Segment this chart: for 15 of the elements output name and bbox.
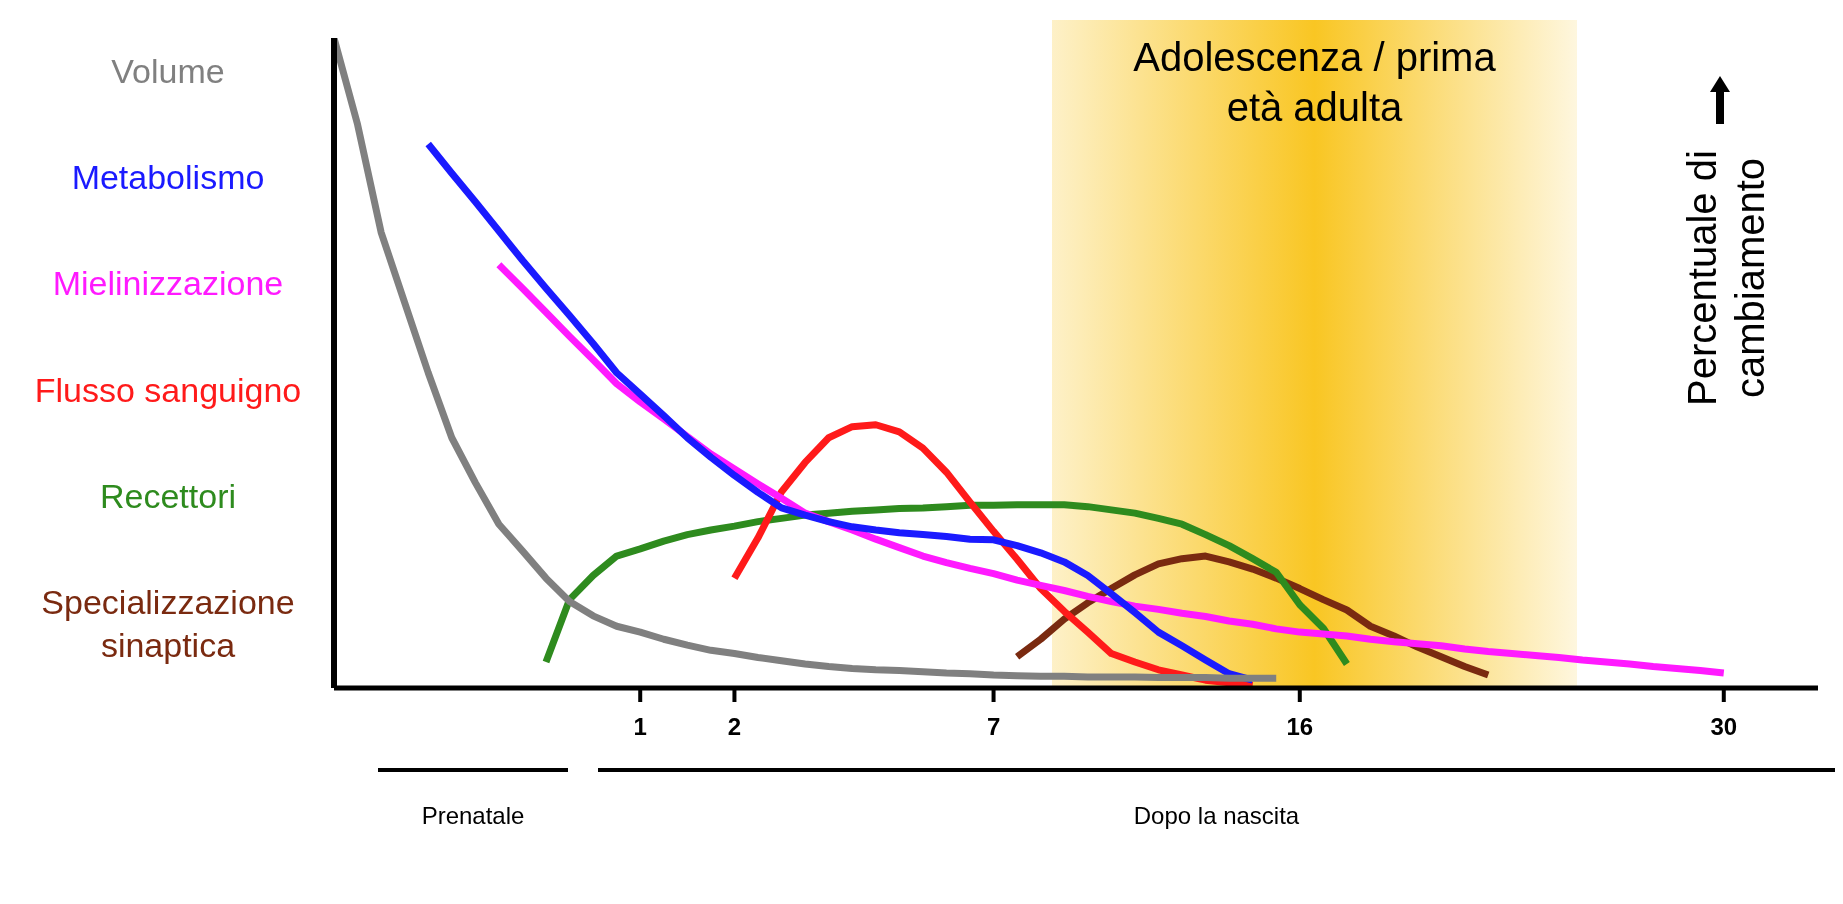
text: Dopo la nascita xyxy=(1132,802,1301,830)
text: Prenatale xyxy=(420,802,526,830)
x-tick-label: 16 xyxy=(1286,713,1314,741)
x-tick-label: 30 xyxy=(1710,713,1738,741)
x-tick-label: 7 xyxy=(986,713,1001,741)
text: Flusso sanguigno xyxy=(33,369,303,411)
text: Mielinizzazione xyxy=(51,263,285,305)
text: Recettori xyxy=(98,475,238,517)
text: Specializzazione sinaptica xyxy=(40,582,296,666)
x-tick-label: 1 xyxy=(633,713,647,741)
text: Metabolismo xyxy=(70,157,266,199)
x-tick-label: 2 xyxy=(727,713,742,741)
text: Volume xyxy=(110,50,226,92)
annotation: Adolescenza / prima età adulta xyxy=(1132,34,1497,131)
y-axis-title: Percentuale di cambiamento xyxy=(1679,149,1773,408)
